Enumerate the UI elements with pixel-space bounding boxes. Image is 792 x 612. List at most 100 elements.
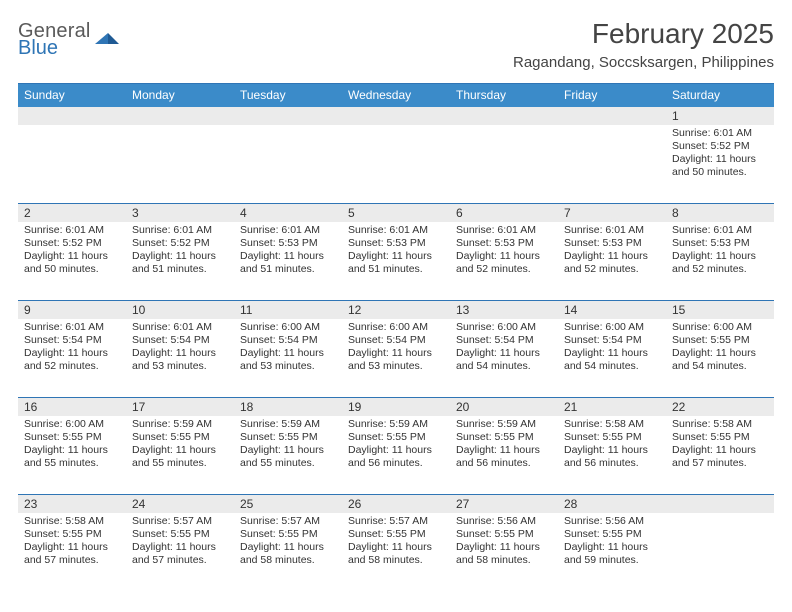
day-details: Sunrise: 5:56 AMSunset: 5:55 PMDaylight:… bbox=[558, 513, 666, 572]
logo-word-blue: Blue bbox=[18, 39, 91, 58]
day-detail-line: Sunset: 5:55 PM bbox=[564, 528, 660, 541]
day-number: 27 bbox=[450, 495, 558, 513]
day-details: Sunrise: 6:00 AMSunset: 5:55 PMDaylight:… bbox=[666, 319, 774, 378]
day-number: 9 bbox=[18, 301, 126, 319]
day-detail-line: Daylight: 11 hours and 54 minutes. bbox=[456, 347, 552, 373]
day-detail-line: Sunset: 5:55 PM bbox=[132, 528, 228, 541]
day-detail-line: Sunrise: 6:01 AM bbox=[672, 224, 768, 237]
day-detail-line: Sunrise: 5:58 AM bbox=[672, 418, 768, 431]
day-cell: Sunrise: 6:01 AMSunset: 5:53 PMDaylight:… bbox=[558, 222, 666, 300]
day-detail-line: Sunset: 5:55 PM bbox=[132, 431, 228, 444]
day-detail-line: Daylight: 11 hours and 57 minutes. bbox=[24, 541, 120, 567]
logo-text: General Blue bbox=[18, 22, 91, 58]
day-details: Sunrise: 5:57 AMSunset: 5:55 PMDaylight:… bbox=[234, 513, 342, 572]
day-details bbox=[450, 125, 558, 131]
day-number: 7 bbox=[558, 204, 666, 222]
day-number: 1 bbox=[666, 107, 774, 125]
day-cell bbox=[450, 125, 558, 203]
day-detail-line: Sunset: 5:54 PM bbox=[24, 334, 120, 347]
day-details: Sunrise: 5:56 AMSunset: 5:55 PMDaylight:… bbox=[450, 513, 558, 572]
day-detail-line: Sunrise: 6:01 AM bbox=[672, 127, 768, 140]
day-details: Sunrise: 5:59 AMSunset: 5:55 PMDaylight:… bbox=[234, 416, 342, 475]
day-number bbox=[18, 107, 126, 125]
day-detail-line: Sunrise: 6:01 AM bbox=[132, 321, 228, 334]
day-cell: Sunrise: 6:01 AMSunset: 5:53 PMDaylight:… bbox=[450, 222, 558, 300]
day-detail-line: Sunset: 5:55 PM bbox=[456, 528, 552, 541]
day-cell: Sunrise: 5:59 AMSunset: 5:55 PMDaylight:… bbox=[234, 416, 342, 494]
day-detail-line: Daylight: 11 hours and 51 minutes. bbox=[348, 250, 444, 276]
day-detail-line: Sunrise: 5:58 AM bbox=[564, 418, 660, 431]
day-cell: Sunrise: 5:59 AMSunset: 5:55 PMDaylight:… bbox=[450, 416, 558, 494]
day-detail-line: Sunrise: 6:00 AM bbox=[564, 321, 660, 334]
day-details: Sunrise: 6:01 AMSunset: 5:52 PMDaylight:… bbox=[126, 222, 234, 281]
day-number: 11 bbox=[234, 301, 342, 319]
day-number bbox=[342, 107, 450, 125]
day-cell: Sunrise: 6:01 AMSunset: 5:53 PMDaylight:… bbox=[342, 222, 450, 300]
day-details: Sunrise: 6:01 AMSunset: 5:52 PMDaylight:… bbox=[666, 125, 774, 184]
day-detail-line: Sunset: 5:52 PM bbox=[132, 237, 228, 250]
daynum-row: 16171819202122 bbox=[18, 398, 774, 416]
day-detail-line: Sunrise: 6:00 AM bbox=[456, 321, 552, 334]
day-detail-line: Sunset: 5:54 PM bbox=[564, 334, 660, 347]
day-detail-line: Sunrise: 6:01 AM bbox=[456, 224, 552, 237]
day-detail-line: Daylight: 11 hours and 50 minutes. bbox=[672, 153, 768, 179]
dayhead: Tuesday bbox=[234, 84, 342, 107]
day-cell: Sunrise: 5:57 AMSunset: 5:55 PMDaylight:… bbox=[126, 513, 234, 591]
day-number: 18 bbox=[234, 398, 342, 416]
day-detail-line: Sunset: 5:54 PM bbox=[240, 334, 336, 347]
day-number: 16 bbox=[18, 398, 126, 416]
day-detail-line: Sunset: 5:53 PM bbox=[456, 237, 552, 250]
day-cell: Sunrise: 5:59 AMSunset: 5:55 PMDaylight:… bbox=[126, 416, 234, 494]
day-cell bbox=[234, 125, 342, 203]
week-row: 232425262728Sunrise: 5:58 AMSunset: 5:55… bbox=[18, 495, 774, 591]
day-number: 2 bbox=[18, 204, 126, 222]
day-cell: Sunrise: 6:01 AMSunset: 5:52 PMDaylight:… bbox=[126, 222, 234, 300]
day-detail-line: Sunrise: 6:00 AM bbox=[240, 321, 336, 334]
day-details: Sunrise: 5:58 AMSunset: 5:55 PMDaylight:… bbox=[18, 513, 126, 572]
day-details: Sunrise: 6:00 AMSunset: 5:54 PMDaylight:… bbox=[558, 319, 666, 378]
day-detail-line: Sunset: 5:55 PM bbox=[348, 528, 444, 541]
day-cell: Sunrise: 6:00 AMSunset: 5:54 PMDaylight:… bbox=[234, 319, 342, 397]
day-details bbox=[342, 125, 450, 131]
day-detail-line: Daylight: 11 hours and 56 minutes. bbox=[348, 444, 444, 470]
day-cell: Sunrise: 6:00 AMSunset: 5:55 PMDaylight:… bbox=[666, 319, 774, 397]
day-number: 19 bbox=[342, 398, 450, 416]
day-cell: Sunrise: 6:00 AMSunset: 5:54 PMDaylight:… bbox=[342, 319, 450, 397]
day-detail-line: Daylight: 11 hours and 51 minutes. bbox=[240, 250, 336, 276]
day-cell: Sunrise: 6:01 AMSunset: 5:52 PMDaylight:… bbox=[18, 222, 126, 300]
day-number: 26 bbox=[342, 495, 450, 513]
day-cell: Sunrise: 5:57 AMSunset: 5:55 PMDaylight:… bbox=[234, 513, 342, 591]
day-details bbox=[18, 125, 126, 131]
day-details: Sunrise: 6:00 AMSunset: 5:54 PMDaylight:… bbox=[234, 319, 342, 378]
dayhead-row: SundayMondayTuesdayWednesdayThursdayFrid… bbox=[18, 84, 774, 107]
daynum-row: 9101112131415 bbox=[18, 301, 774, 319]
day-details: Sunrise: 6:01 AMSunset: 5:53 PMDaylight:… bbox=[234, 222, 342, 281]
day-details: Sunrise: 6:01 AMSunset: 5:53 PMDaylight:… bbox=[666, 222, 774, 281]
day-detail-line: Daylight: 11 hours and 52 minutes. bbox=[24, 347, 120, 373]
day-detail-line: Sunrise: 6:01 AM bbox=[24, 224, 120, 237]
day-detail-line: Daylight: 11 hours and 55 minutes. bbox=[132, 444, 228, 470]
day-details: Sunrise: 6:00 AMSunset: 5:54 PMDaylight:… bbox=[450, 319, 558, 378]
day-cell bbox=[558, 125, 666, 203]
day-detail-line: Daylight: 11 hours and 56 minutes. bbox=[564, 444, 660, 470]
day-number: 22 bbox=[666, 398, 774, 416]
day-cell bbox=[342, 125, 450, 203]
day-detail-line: Sunset: 5:54 PM bbox=[132, 334, 228, 347]
day-detail-line: Sunrise: 6:01 AM bbox=[348, 224, 444, 237]
day-detail-line: Daylight: 11 hours and 50 minutes. bbox=[24, 250, 120, 276]
day-cell: Sunrise: 6:00 AMSunset: 5:54 PMDaylight:… bbox=[558, 319, 666, 397]
day-number: 12 bbox=[342, 301, 450, 319]
day-cell: Sunrise: 5:58 AMSunset: 5:55 PMDaylight:… bbox=[558, 416, 666, 494]
day-number: 24 bbox=[126, 495, 234, 513]
header: General Blue February 2025 Ragandang, So… bbox=[18, 18, 774, 71]
day-detail-line: Sunrise: 6:01 AM bbox=[240, 224, 336, 237]
page-title: February 2025 bbox=[513, 18, 774, 50]
day-details bbox=[666, 513, 774, 519]
day-details: Sunrise: 6:01 AMSunset: 5:53 PMDaylight:… bbox=[342, 222, 450, 281]
daynum-row: 2345678 bbox=[18, 204, 774, 222]
day-detail-line: Sunrise: 5:57 AM bbox=[348, 515, 444, 528]
day-cell: Sunrise: 5:58 AMSunset: 5:55 PMDaylight:… bbox=[666, 416, 774, 494]
daynum-row: 1 bbox=[18, 107, 774, 125]
day-number: 28 bbox=[558, 495, 666, 513]
day-number: 21 bbox=[558, 398, 666, 416]
